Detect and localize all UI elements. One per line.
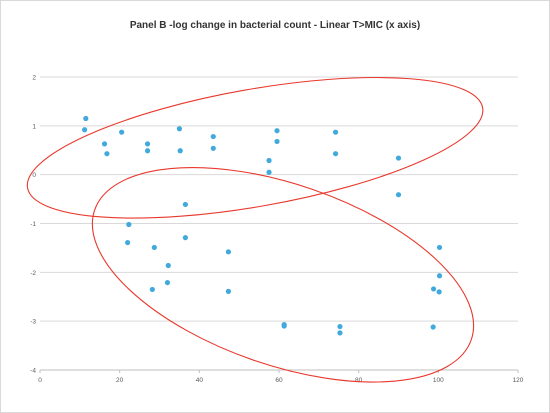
data-point <box>274 138 280 145</box>
x-tick-label: 0 <box>38 377 42 384</box>
annotation-ellipse <box>91 166 475 383</box>
data-point <box>436 289 442 295</box>
data-point <box>182 235 188 241</box>
data-points <box>82 115 443 336</box>
data-point <box>436 273 443 279</box>
data-point <box>125 239 131 246</box>
data-point <box>82 127 88 133</box>
data-point <box>210 133 216 140</box>
x-tick-label: 120 <box>513 377 524 384</box>
gridlines <box>40 76 518 322</box>
y-tick-label: 2 <box>32 75 36 82</box>
data-point <box>274 128 280 134</box>
data-point <box>332 151 339 157</box>
y-tick-label: 1 <box>32 123 36 130</box>
data-point <box>337 323 343 330</box>
data-point <box>101 141 108 147</box>
chart-title: Panel B -log change in bacterial count -… <box>129 20 421 31</box>
data-point <box>225 249 232 255</box>
annotation-ellipse <box>26 76 484 219</box>
y-tick-label: -2 <box>30 270 36 277</box>
data-point <box>182 201 188 208</box>
data-point <box>176 126 183 132</box>
x-tick-label: 40 <box>196 377 204 384</box>
data-point <box>225 288 232 294</box>
data-point <box>430 286 437 292</box>
data-point <box>430 324 436 330</box>
data-point <box>332 129 339 135</box>
data-point <box>395 192 402 198</box>
data-point <box>177 148 183 154</box>
x-tick-label: 80 <box>355 377 363 384</box>
data-point <box>395 155 402 161</box>
data-point <box>126 221 132 228</box>
data-point <box>281 323 287 329</box>
data-point <box>144 148 151 154</box>
annotation-ellipses <box>26 76 484 383</box>
data-point <box>144 141 151 147</box>
data-point <box>151 244 157 251</box>
x-tick-label: 60 <box>275 377 283 384</box>
data-point <box>149 286 155 293</box>
y-tick-label: 0 <box>32 172 36 179</box>
data-point <box>104 151 110 157</box>
data-point <box>266 157 272 164</box>
y-tick-label: -1 <box>30 221 36 228</box>
data-point <box>119 129 125 135</box>
y-tick-label: -4 <box>30 368 36 375</box>
data-point <box>436 244 443 251</box>
data-point <box>210 145 216 151</box>
data-point <box>266 169 272 175</box>
x-tick-label: 100 <box>433 377 444 384</box>
data-point <box>337 330 343 336</box>
data-point <box>165 262 171 269</box>
y-tick-label: -3 <box>30 319 36 326</box>
data-point <box>83 115 89 122</box>
x-tick-label: 20 <box>116 377 124 384</box>
data-point <box>164 279 171 286</box>
